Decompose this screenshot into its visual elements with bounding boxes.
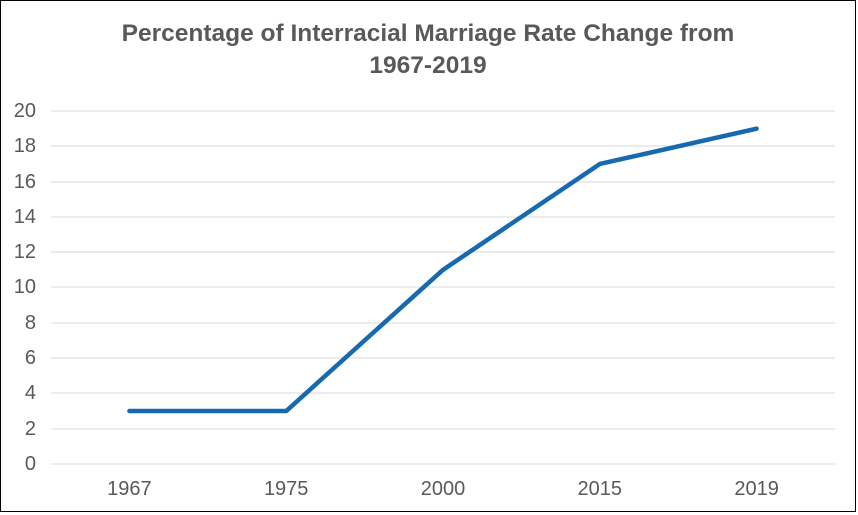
svg-text:10: 10 bbox=[14, 276, 36, 298]
svg-text:6: 6 bbox=[25, 347, 36, 369]
svg-text:12: 12 bbox=[14, 241, 36, 263]
svg-text:2015: 2015 bbox=[578, 478, 623, 500]
svg-text:14: 14 bbox=[14, 206, 36, 228]
svg-text:1967: 1967 bbox=[107, 478, 152, 500]
svg-text:2019: 2019 bbox=[734, 478, 779, 500]
svg-text:2: 2 bbox=[25, 418, 36, 440]
svg-text:16: 16 bbox=[14, 171, 36, 193]
svg-text:20: 20 bbox=[14, 100, 36, 122]
svg-text:8: 8 bbox=[25, 312, 36, 334]
svg-text:4: 4 bbox=[25, 382, 36, 404]
svg-text:0: 0 bbox=[25, 453, 36, 475]
svg-text:2000: 2000 bbox=[421, 478, 466, 500]
svg-text:18: 18 bbox=[14, 135, 36, 157]
svg-text:1975: 1975 bbox=[264, 478, 309, 500]
